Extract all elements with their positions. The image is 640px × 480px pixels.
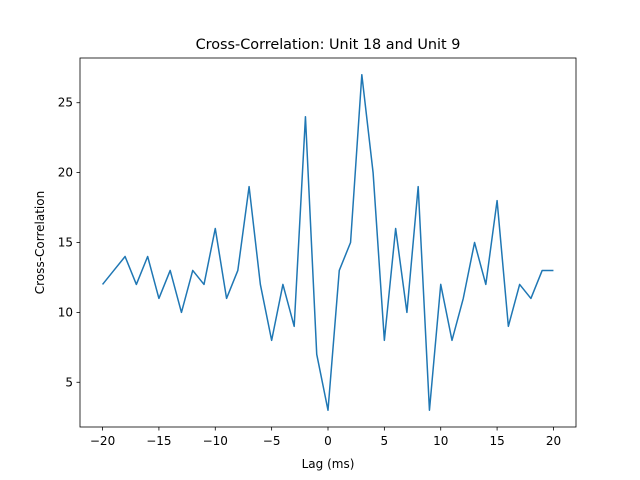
x-axis-label: Lag (ms) [302,457,355,471]
y-tick-label: 25 [58,96,73,110]
axes-frame [79,57,577,428]
x-tick-label: −15 [146,434,171,448]
y-axis: 5 10 15 20 25 [58,96,80,389]
plot-area [101,74,554,411]
x-tick-label: −20 [90,434,115,448]
x-axis: −20 −15 −10 −5 0 5 10 15 20 [90,427,561,448]
y-tick-label: 15 [58,236,73,250]
chart-title: Cross-Correlation: Unit 18 and Unit 9 [196,37,461,53]
x-tick-label: 10 [433,434,448,448]
x-tick-label: 0 [324,434,332,448]
x-tick-label: −5 [263,434,281,448]
y-tick-label: 5 [65,375,73,389]
y-axis-label: Cross-Correlation [33,191,47,294]
x-tick-label: 5 [381,434,389,448]
series-line-0 [101,74,554,411]
y-tick-label: 10 [58,305,73,319]
y-tick-label: 20 [58,166,73,180]
x-tick-label: 20 [546,434,561,448]
x-tick-label: 15 [489,434,504,448]
x-tick-label: −10 [203,434,228,448]
